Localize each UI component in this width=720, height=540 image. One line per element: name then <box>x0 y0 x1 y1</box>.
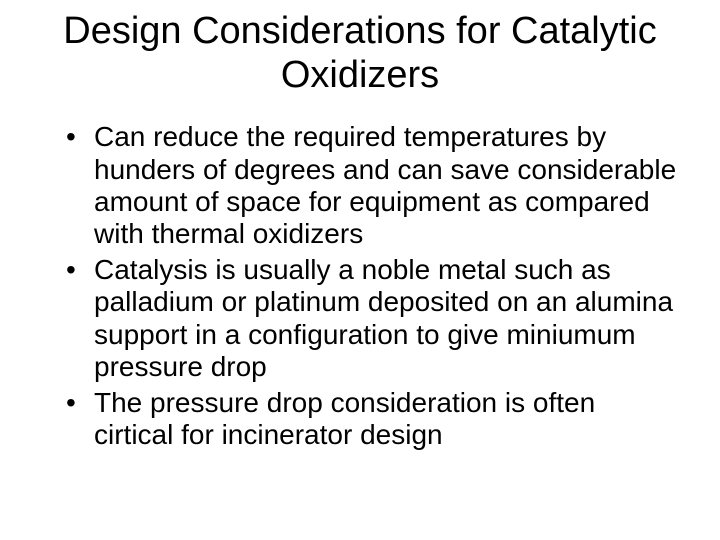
bullet-list: Can reduce the required temperatures by … <box>40 121 680 451</box>
slide-title: Design Considerations for Catalytic Oxid… <box>40 10 680 97</box>
list-item: Can reduce the required temperatures by … <box>60 121 680 250</box>
list-item: Catalysis is usually a noble metal such … <box>60 254 680 383</box>
list-item: The pressure drop consideration is often… <box>60 387 680 451</box>
